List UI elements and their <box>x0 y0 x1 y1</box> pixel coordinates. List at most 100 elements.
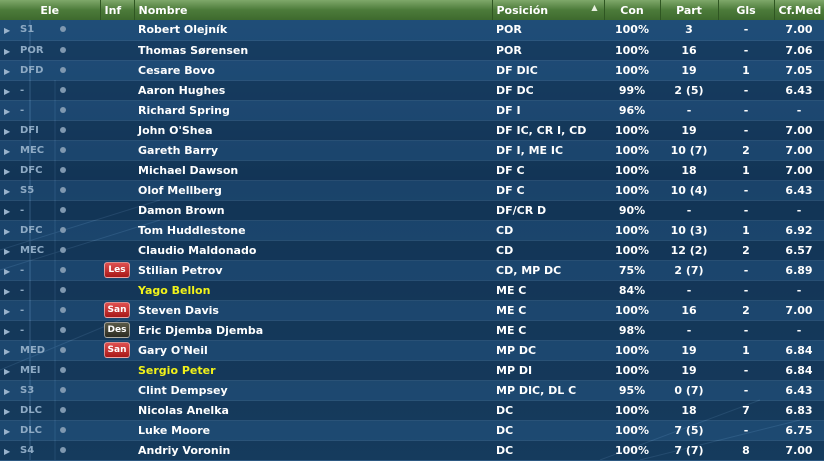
expand-arrow-icon[interactable]: ▶ <box>4 226 11 236</box>
player-name[interactable]: Thomas Sørensen <box>134 40 492 61</box>
player-name[interactable]: Clint Dempsey <box>134 380 492 401</box>
ele-cell[interactable]: DFI <box>16 120 100 141</box>
column-header-con[interactable]: Con <box>604 0 661 20</box>
inf-badge[interactable]: Les <box>104 262 130 278</box>
player-name[interactable]: Claudio Maldonado <box>134 240 492 261</box>
table-row[interactable]: ▶ MEC Claudio Maldonado CD 100% 12 (2) 2 6.57 <box>0 240 824 261</box>
row-expand-cell[interactable]: ▶ <box>0 60 16 81</box>
table-row[interactable]: ▶ MEC Gareth Barry DF I, ME IC 100% 10 (7) 2 7.… <box>0 140 824 161</box>
player-name[interactable]: Richard Spring <box>134 100 492 121</box>
table-row[interactable]: ▶ S3 Clint Dempsey MP DIC, DL C 95% 0 (7) -6.4… <box>0 380 824 401</box>
table-row[interactable]: ▶ DLC Luke Moore DC 100% 7 (5) -6.75 <box>0 420 824 441</box>
player-name[interactable]: Yago Bellon <box>134 280 492 301</box>
expand-arrow-icon[interactable]: ▶ <box>4 26 11 36</box>
ele-dropdown-icon[interactable] <box>60 86 66 93</box>
row-expand-cell[interactable]: ▶ <box>0 300 16 321</box>
inf-badge[interactable]: San <box>103 302 131 318</box>
ele-dropdown-icon[interactable] <box>60 426 66 433</box>
row-expand-cell[interactable]: ▶ <box>0 440 16 461</box>
ele-cell[interactable]: S1 <box>16 20 100 41</box>
expand-arrow-icon[interactable]: ▶ <box>4 326 11 336</box>
table-row[interactable]: ▶ - Richard Spring DF I 96% - - - <box>0 100 824 121</box>
ele-dropdown-icon[interactable] <box>60 386 66 393</box>
player-name[interactable]: Gareth Barry <box>134 140 492 161</box>
expand-arrow-icon[interactable]: ▶ <box>4 246 11 256</box>
row-expand-cell[interactable]: ▶ <box>0 80 16 101</box>
ele-dropdown-icon[interactable] <box>60 346 66 353</box>
player-name[interactable]: Cesare Bovo <box>134 60 492 81</box>
ele-dropdown-icon[interactable] <box>60 326 66 333</box>
ele-cell[interactable]: - <box>16 80 100 101</box>
player-name[interactable]: Stilian Petrov <box>134 260 492 281</box>
table-row[interactable]: ▶ MED San Gary O'Neil MP DC 100% 19 1 6.84 <box>0 340 824 361</box>
player-name[interactable]: Aaron Hughes <box>134 80 492 101</box>
row-expand-cell[interactable]: ▶ <box>0 20 16 41</box>
table-row[interactable]: ▶ MEI Sergio Peter MP DI 100% 19-6.84 <box>0 360 824 381</box>
row-expand-cell[interactable]: ▶ <box>0 200 16 221</box>
ele-cell[interactable]: - <box>16 260 100 281</box>
column-header-part[interactable]: Part <box>660 0 719 20</box>
expand-arrow-icon[interactable]: ▶ <box>4 186 11 196</box>
ele-cell[interactable]: - <box>16 280 100 301</box>
ele-cell[interactable]: - <box>16 200 100 221</box>
player-name[interactable]: Steven Davis <box>134 300 492 321</box>
table-row[interactable]: ▶ DFC Michael Dawson DF C 100% 18 1 7.00 <box>0 160 824 181</box>
expand-arrow-icon[interactable]: ▶ <box>4 286 11 296</box>
expand-arrow-icon[interactable]: ▶ <box>4 166 11 176</box>
row-expand-cell[interactable]: ▶ <box>0 100 16 121</box>
row-expand-cell[interactable]: ▶ <box>0 40 16 61</box>
row-expand-cell[interactable]: ▶ <box>0 240 16 261</box>
table-row[interactable]: ▶ - Les Stilian Petrov CD, MP DC 75% 2 (7) -6.8… <box>0 260 824 281</box>
ele-dropdown-icon[interactable] <box>60 206 66 213</box>
table-row[interactable]: ▶ POR Thomas Sørensen POR 100% 16-7.06 <box>0 40 824 61</box>
ele-dropdown-icon[interactable] <box>60 266 66 273</box>
table-row[interactable]: ▶ - Yago Bellon ME C 84% - - - <box>0 280 824 301</box>
table-row[interactable]: ▶ DFI John O'Shea DF IC, CR I, CD 100% 19-7.0… <box>0 120 824 141</box>
ele-cell[interactable]: S5 <box>16 180 100 201</box>
ele-cell[interactable]: DFC <box>16 220 100 241</box>
ele-cell[interactable]: S4 <box>16 440 100 461</box>
expand-arrow-icon[interactable]: ▶ <box>4 106 11 116</box>
row-expand-cell[interactable]: ▶ <box>0 380 16 401</box>
ele-dropdown-icon[interactable] <box>60 186 66 193</box>
ele-cell[interactable]: DFC <box>16 160 100 181</box>
table-row[interactable]: ▶ DFC Tom Huddlestone CD 100% 10 (3) 1 6.92 <box>0 220 824 241</box>
expand-arrow-icon[interactable]: ▶ <box>4 86 11 96</box>
ele-dropdown-icon[interactable] <box>60 446 66 453</box>
ele-cell[interactable]: DLC <box>16 400 100 421</box>
ele-cell[interactable]: S3 <box>16 380 100 401</box>
table-row[interactable]: ▶ S1 Robert Olejník POR 100% 3-7.00 <box>0 20 824 41</box>
column-header-inf[interactable]: Inf <box>100 0 135 20</box>
player-name[interactable]: Robert Olejník <box>134 20 492 41</box>
ele-dropdown-icon[interactable] <box>60 286 66 293</box>
column-header-cfmed[interactable]: Cf.Med <box>774 0 824 20</box>
player-name[interactable]: John O'Shea <box>134 120 492 141</box>
ele-cell[interactable]: POR <box>16 40 100 61</box>
ele-dropdown-icon[interactable] <box>60 46 66 53</box>
ele-dropdown-icon[interactable] <box>60 246 66 253</box>
row-expand-cell[interactable]: ▶ <box>0 340 16 361</box>
ele-cell[interactable]: - <box>16 300 100 321</box>
inf-badge[interactable]: Des <box>103 322 131 338</box>
expand-arrow-icon[interactable]: ▶ <box>4 386 11 396</box>
expand-arrow-icon[interactable]: ▶ <box>4 446 11 456</box>
table-row[interactable]: ▶ S4 Andriy Voronin DC 100% 7 (7) 8 7.00 <box>0 440 824 461</box>
column-header-ele[interactable]: Ele <box>0 0 101 20</box>
player-name[interactable]: Michael Dawson <box>134 160 492 181</box>
ele-dropdown-icon[interactable] <box>60 106 66 113</box>
table-row[interactable]: ▶ S5 Olof Mellberg DF C 100% 10 (4) -6.43 <box>0 180 824 201</box>
ele-dropdown-icon[interactable] <box>60 126 66 133</box>
player-name[interactable]: Damon Brown <box>134 200 492 221</box>
ele-cell[interactable]: MEC <box>16 240 100 261</box>
row-expand-cell[interactable]: ▶ <box>0 400 16 421</box>
expand-arrow-icon[interactable]: ▶ <box>4 306 11 316</box>
ele-dropdown-icon[interactable] <box>60 66 66 73</box>
row-expand-cell[interactable]: ▶ <box>0 420 16 441</box>
ele-dropdown-icon[interactable] <box>60 306 66 313</box>
row-expand-cell[interactable]: ▶ <box>0 120 16 141</box>
expand-arrow-icon[interactable]: ▶ <box>4 46 11 56</box>
row-expand-cell[interactable]: ▶ <box>0 220 16 241</box>
ele-dropdown-icon[interactable] <box>60 406 66 413</box>
player-name[interactable]: Luke Moore <box>134 420 492 441</box>
table-row[interactable]: ▶ - San Steven Davis ME C 100% 16 2 7.00 <box>0 300 824 321</box>
